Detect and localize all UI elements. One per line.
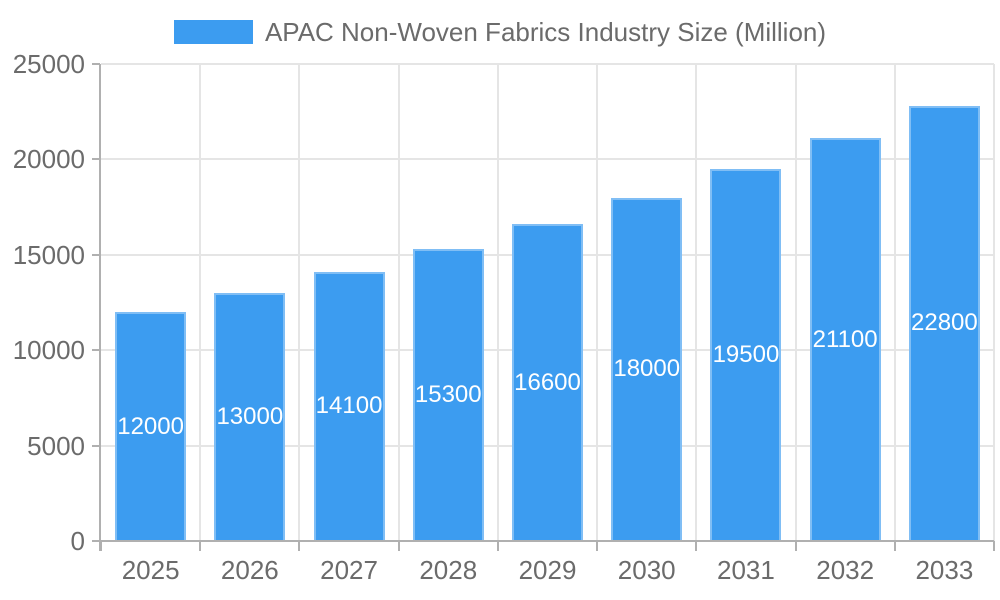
bar-value-label: 19500: [712, 340, 780, 368]
bar: [611, 197, 683, 541]
legend-title: APAC Non-Woven Fabrics Industry Size (Mi…: [264, 17, 827, 47]
x-gridline: [993, 64, 995, 541]
y-axis-label: 10000: [12, 335, 85, 366]
bar: [809, 138, 881, 541]
y-tick: [92, 349, 100, 352]
y-gridline: [101, 63, 994, 65]
y-tick: [92, 253, 100, 256]
x-axis-label: 2029: [518, 555, 577, 585]
x-tick: [596, 541, 599, 551]
x-tick: [893, 541, 896, 551]
x-tick: [397, 541, 400, 551]
bar: [512, 224, 583, 541]
x-tick: [794, 541, 797, 551]
x-axis-label: 2025: [121, 555, 180, 585]
x-axis-label: 2031: [717, 555, 775, 585]
bar-value-label: 13000: [216, 402, 284, 430]
y-axis-label: 20000: [12, 144, 85, 175]
bar-value-label: 14100: [315, 392, 383, 420]
bar: [214, 292, 286, 541]
bar: [908, 105, 980, 541]
x-axis-label: 2027: [320, 555, 378, 585]
chart-legend[interactable]: APAC Non-Woven Fabrics Industry Size (Mi…: [0, 18, 1000, 46]
x-tick: [298, 541, 301, 551]
x-gridline: [496, 64, 499, 541]
x-gridline: [397, 64, 400, 541]
x-axis-line: [92, 540, 994, 542]
legend-swatch: [173, 20, 253, 44]
bar: [710, 168, 782, 541]
x-axis-label: 2028: [419, 555, 478, 585]
y-tick: [92, 63, 100, 65]
y-axis-label: 5000: [27, 430, 85, 461]
x-axis-label: 2032: [816, 555, 875, 585]
x-gridline: [596, 64, 599, 541]
x-gridline: [199, 64, 202, 541]
bar-value-label: 16600: [514, 368, 581, 396]
y-axis-label: 25000: [12, 49, 85, 79]
x-tick: [496, 541, 499, 551]
bar: [115, 312, 187, 541]
y-tick: [92, 444, 100, 447]
y-axis-label: 0: [70, 526, 85, 556]
bar: [313, 271, 385, 541]
y-axis-line: [99, 64, 101, 551]
bar-value-label: 12000: [117, 412, 184, 440]
x-tick: [100, 541, 102, 551]
y-gridline: [101, 158, 994, 161]
bar: [412, 249, 484, 541]
y-axis-label: 15000: [12, 239, 85, 270]
x-tick: [199, 541, 202, 551]
x-axis-label: 2033: [915, 555, 974, 585]
bar-value-label: 15300: [414, 381, 482, 409]
bar-value-label: 22800: [911, 309, 978, 337]
x-tick: [993, 541, 995, 551]
x-gridline: [794, 64, 797, 541]
bar-value-label: 21100: [812, 325, 878, 353]
x-gridline: [298, 64, 301, 541]
x-tick: [695, 541, 698, 551]
x-axis-label: 2030: [617, 555, 676, 585]
y-tick: [92, 158, 100, 161]
x-gridline: [893, 64, 896, 541]
x-axis-label: 2026: [220, 555, 279, 585]
bar-value-label: 18000: [613, 355, 681, 383]
x-gridline: [695, 64, 698, 541]
